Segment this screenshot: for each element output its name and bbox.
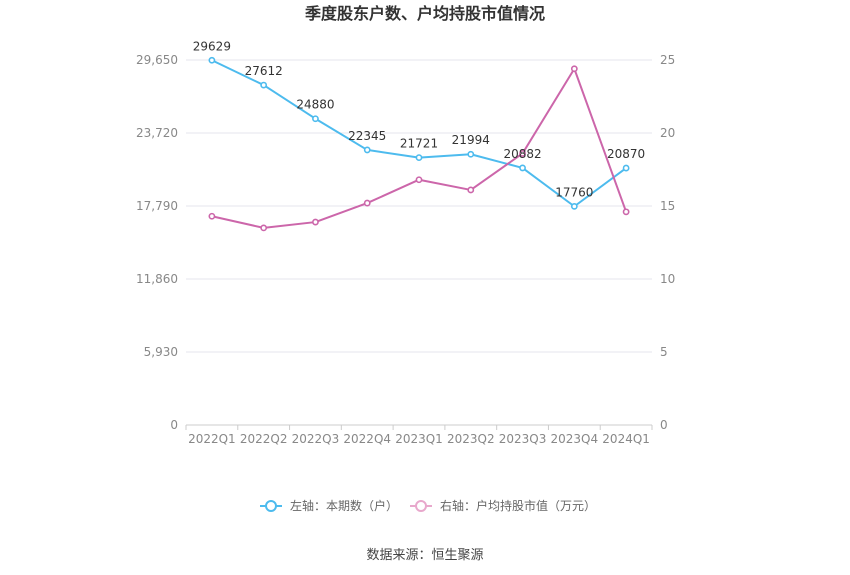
x-axis-tick-label: 2022Q4 xyxy=(343,432,391,446)
data-point xyxy=(519,150,526,157)
x-axis-tick-label: 2023Q4 xyxy=(551,432,599,446)
legend-label: 右轴：户均持股市值（万元） xyxy=(440,498,596,513)
x-axis-tick-label: 2022Q3 xyxy=(292,432,340,446)
right-axis-tick-label: 10 xyxy=(660,272,675,286)
data-label: 17760 xyxy=(555,185,593,199)
left-axis-tick-label: 17,790 xyxy=(136,199,178,213)
left-axis-tick-label: 5,930 xyxy=(144,345,178,359)
legend-marker xyxy=(415,500,427,512)
data-point xyxy=(415,154,423,162)
data-label: 29629 xyxy=(193,39,231,53)
data-point xyxy=(260,81,268,89)
legend[interactable]: 左轴：本期数（户） 右轴：户均持股市值（万元） xyxy=(260,498,596,513)
data-point xyxy=(312,218,319,226)
series-layer xyxy=(208,56,630,232)
left-axis-tick-label: 29,650 xyxy=(136,53,178,67)
data-point xyxy=(570,65,578,73)
right-axis-tick-label: 15 xyxy=(660,199,675,213)
right-axis: 0 5 10 15 20 25 xyxy=(660,53,675,432)
data-label: 22345 xyxy=(348,129,386,143)
legend-label: 左轴：本期数（户） xyxy=(290,498,398,513)
left-axis-tick-label: 0 xyxy=(170,418,178,432)
data-point xyxy=(519,164,526,172)
data-point xyxy=(208,212,216,220)
data-point xyxy=(260,224,268,232)
data-point xyxy=(467,186,475,194)
x-axis-tick-label: 2024Q1 xyxy=(602,432,650,446)
x-axis-tick-label: 2023Q1 xyxy=(395,432,443,446)
data-point xyxy=(312,115,319,123)
data-label: 27612 xyxy=(245,64,283,78)
data-point xyxy=(570,202,578,210)
data-labels: 29629 27612 24880 22345 21721 21994 20882 17760… xyxy=(193,39,645,199)
grid-lines xyxy=(186,59,652,426)
data-label: 21721 xyxy=(400,137,438,151)
right-axis-tick-label: 25 xyxy=(660,53,675,67)
x-axis-tick-label: 2023Q2 xyxy=(447,432,495,446)
right-axis-tick-label: 5 xyxy=(660,345,668,359)
data-point xyxy=(467,150,475,158)
right-axis-tick-label: 20 xyxy=(660,126,675,140)
chart-title: 季度股东户数、户均持股市值情况 xyxy=(304,4,545,23)
source-note: 数据来源：恒生聚源 xyxy=(366,548,483,563)
x-axis-tick-label: 2023Q3 xyxy=(499,432,547,446)
data-point xyxy=(208,56,216,64)
data-label: 20882 xyxy=(503,147,541,161)
data-point xyxy=(415,176,423,184)
data-point xyxy=(363,199,371,207)
data-label: 21994 xyxy=(452,133,490,147)
left-axis: 0 5,930 11,860 17,790 23,720 29,650 xyxy=(136,53,178,432)
legend-item[interactable]: 左轴：本期数（户） xyxy=(260,498,398,513)
x-axis-tick-label: 2022Q2 xyxy=(240,432,288,446)
data-label: 24880 xyxy=(296,98,334,112)
data-point xyxy=(363,146,371,154)
left-axis-tick-label: 11,860 xyxy=(136,272,178,286)
right-axis-tick-label: 0 xyxy=(660,418,668,432)
data-point xyxy=(622,164,630,172)
legend-marker xyxy=(265,500,277,512)
x-axis: 2022Q1 2022Q2 2022Q3 2022Q4 2023Q1 2023Q2 2023… xyxy=(185,425,653,446)
data-label: 20870 xyxy=(607,147,645,161)
legend-item[interactable]: 右轴：户均持股市值（万元） xyxy=(410,498,596,513)
x-axis-tick-label: 2022Q1 xyxy=(188,432,236,446)
data-point xyxy=(622,208,630,216)
left-axis-tick-label: 23,720 xyxy=(136,126,178,140)
